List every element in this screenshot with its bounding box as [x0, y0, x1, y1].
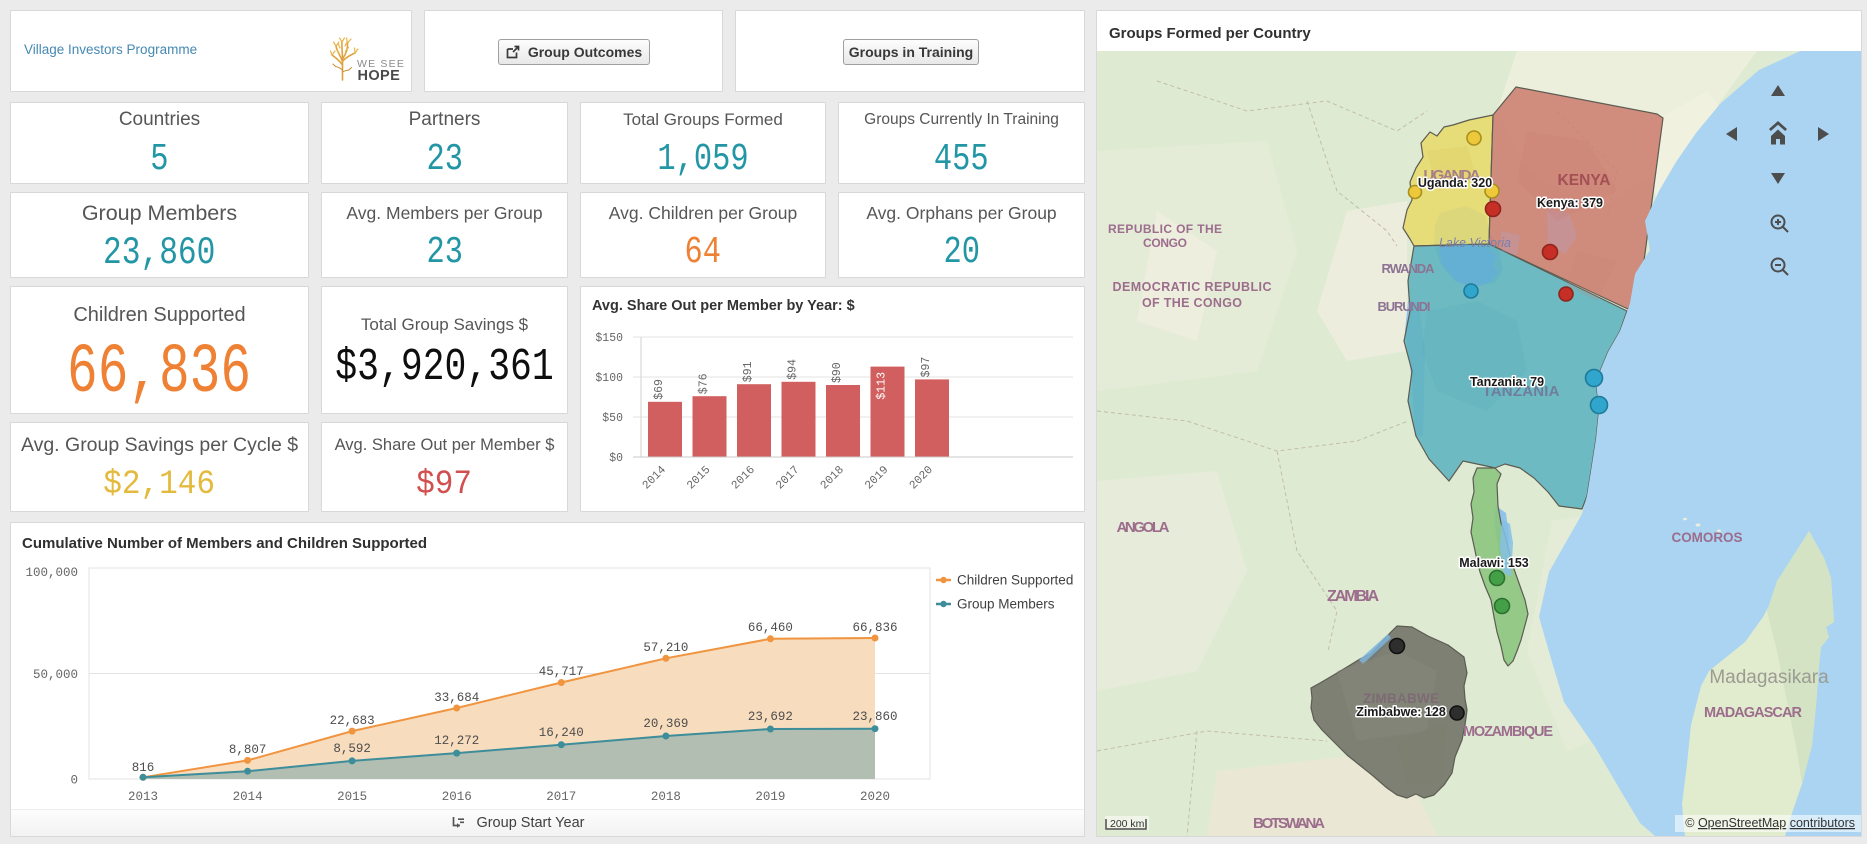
svg-text:2015: 2015 — [337, 790, 367, 804]
svg-text:2016: 2016 — [729, 464, 758, 493]
svg-text:KENYA: KENYA — [1558, 172, 1611, 189]
svg-text:2020: 2020 — [860, 790, 890, 804]
svg-text:DEMOCRATIC REPUBLIC: DEMOCRATIC REPUBLIC — [1113, 280, 1272, 294]
svg-text:WE SEE: WE SEE — [357, 58, 405, 70]
svg-text:20,369: 20,369 — [643, 717, 688, 731]
svg-text:16,240: 16,240 — [539, 726, 584, 740]
svg-text:Madagasikara: Madagasikara — [1709, 667, 1829, 688]
svg-text:Uganda: 320: Uganda: 320 — [1418, 176, 1492, 190]
svg-text:COMOROS: COMOROS — [1672, 530, 1743, 545]
svg-text:$0: $0 — [609, 452, 623, 465]
svg-text:$90: $90 — [831, 362, 844, 383]
svg-text:UGANDA: UGANDA — [1424, 167, 1481, 184]
svg-text:$113: $113 — [876, 372, 889, 400]
svg-text:Kenya: 379: Kenya: 379 — [1537, 196, 1603, 210]
svg-text:Tanzania: 79: Tanzania: 79 — [1470, 375, 1544, 389]
svg-text:2014: 2014 — [640, 464, 669, 493]
svg-text:8,807: 8,807 — [229, 743, 267, 757]
svg-text:Children Supported: Children Supported — [957, 573, 1073, 588]
svg-text:57,210: 57,210 — [643, 641, 688, 655]
svg-text:$94: $94 — [787, 359, 800, 380]
svg-text:2016: 2016 — [442, 790, 472, 804]
svg-text:ANGOLA: ANGOLA — [1117, 519, 1170, 536]
svg-text:Lake Victoria: Lake Victoria — [1439, 236, 1511, 250]
svg-text:22,683: 22,683 — [330, 714, 375, 728]
svg-text:45,717: 45,717 — [539, 665, 584, 679]
svg-text:BURUNDI: BURUNDI — [1378, 299, 1431, 314]
svg-text:$91: $91 — [742, 361, 755, 382]
svg-text:$97: $97 — [920, 357, 933, 378]
svg-text:BOTSWANA: BOTSWANA — [1253, 815, 1325, 832]
svg-text:MADAGASCAR: MADAGASCAR — [1704, 705, 1803, 721]
svg-text:Malawi: 153: Malawi: 153 — [1459, 556, 1529, 570]
svg-text:2019: 2019 — [755, 790, 785, 804]
svg-text:2020: 2020 — [907, 464, 936, 493]
svg-text:RWANDA: RWANDA — [1382, 261, 1436, 276]
svg-text:$50: $50 — [602, 412, 623, 425]
svg-text:HOPE: HOPE — [358, 68, 401, 84]
svg-text:200 km: 200 km — [1110, 818, 1145, 830]
svg-text:2019: 2019 — [863, 464, 892, 493]
svg-text:TANZANIA: TANZANIA — [1483, 383, 1560, 400]
svg-text:2015: 2015 — [685, 464, 714, 493]
svg-text:2013: 2013 — [128, 790, 158, 804]
svg-text:66,460: 66,460 — [748, 621, 793, 635]
svg-text:$150: $150 — [595, 332, 623, 345]
svg-text:2018: 2018 — [818, 464, 847, 493]
svg-text:$69: $69 — [653, 379, 666, 400]
svg-text:12,272: 12,272 — [434, 734, 479, 748]
svg-text:23,692: 23,692 — [748, 710, 793, 724]
svg-text:8,592: 8,592 — [333, 742, 371, 756]
svg-text:$100: $100 — [595, 372, 623, 385]
svg-text:OF THE CONGO: OF THE CONGO — [1142, 296, 1242, 310]
svg-text:ZIMBABWE: ZIMBABWE — [1363, 691, 1439, 706]
svg-text:33,684: 33,684 — [434, 691, 479, 705]
svg-text:2018: 2018 — [651, 790, 681, 804]
svg-text:$76: $76 — [698, 373, 711, 394]
svg-text:MOZAMBIQUE: MOZAMBIQUE — [1463, 724, 1553, 740]
svg-text:2017: 2017 — [546, 790, 576, 804]
svg-text:66,836: 66,836 — [852, 621, 897, 635]
svg-text:816: 816 — [132, 761, 155, 775]
svg-text:CONGO: CONGO — [1143, 236, 1187, 250]
svg-text:2017: 2017 — [774, 464, 803, 493]
svg-text:Zimbabwe: 128: Zimbabwe: 128 — [1356, 705, 1446, 719]
svg-text:0: 0 — [70, 774, 78, 788]
svg-text:Group Members: Group Members — [957, 597, 1055, 612]
svg-text:50,000: 50,000 — [33, 668, 78, 682]
svg-text:2014: 2014 — [233, 790, 263, 804]
svg-text:100,000: 100,000 — [25, 566, 78, 580]
svg-text:23,860: 23,860 — [852, 710, 897, 724]
svg-text:ZAMBIA: ZAMBIA — [1327, 588, 1379, 605]
svg-text:© OpenStreetMap contributors: © OpenStreetMap contributors — [1685, 816, 1855, 830]
svg-text:REPUBLIC OF THE: REPUBLIC OF THE — [1108, 222, 1222, 236]
